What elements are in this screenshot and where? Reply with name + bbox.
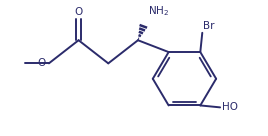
Text: Br: Br bbox=[203, 21, 215, 31]
Text: O: O bbox=[38, 58, 46, 68]
Text: NH$_2$: NH$_2$ bbox=[148, 4, 169, 18]
Text: O: O bbox=[75, 7, 83, 17]
Text: HO: HO bbox=[222, 102, 238, 112]
